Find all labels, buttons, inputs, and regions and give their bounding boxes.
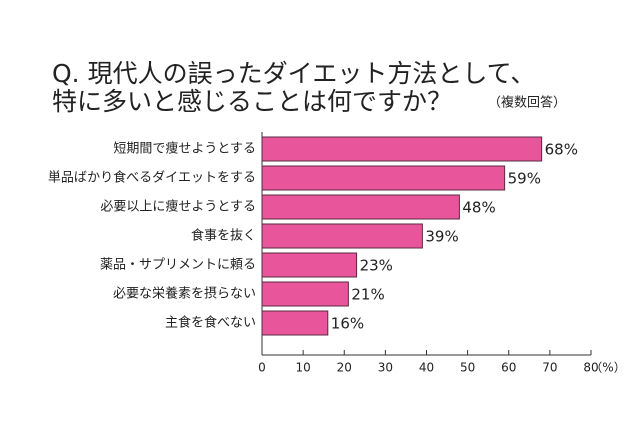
bar (261, 194, 460, 220)
chart-title: Q. 現代人の誤ったダイエット方法として、 (52, 59, 535, 88)
y-tick-label: 必要以上に痩せようとする (100, 199, 256, 215)
value-label: 68% (545, 141, 578, 159)
bar (261, 223, 423, 249)
value-label: 59% (508, 170, 541, 188)
y-tick-label: 必要な栄養素を摂らない (113, 286, 256, 302)
x-tick-label: 70 (542, 361, 557, 375)
value-label: 23% (360, 257, 393, 275)
chart-note: （複数回答） (488, 95, 566, 111)
x-axis-label: （%） (590, 361, 625, 375)
x-tick-label: 80 (583, 361, 598, 375)
chart-title: 特に多いと感じることは何ですか？ (52, 87, 452, 116)
y-tick-label: 短期間で痩せようとする (113, 141, 256, 157)
value-label: 21% (351, 286, 384, 304)
bar (261, 165, 506, 191)
y-tick-label: 食事を抜く (191, 228, 256, 244)
y-tick-label: 単品ばかり食べるダイエットをする (48, 170, 256, 186)
x-tick-label: 30 (378, 361, 393, 375)
y-tick-label: 薬品・サプリメントに頼る (100, 258, 256, 273)
y-tick-label: 主食を食べない (165, 315, 256, 331)
value-label: 48% (462, 199, 495, 217)
bar (261, 310, 329, 336)
value-label: 39% (425, 228, 458, 246)
x-tick-label: 10 (295, 361, 310, 375)
bar (261, 281, 349, 307)
bar (261, 252, 358, 278)
x-tick-label: 50 (460, 361, 475, 375)
x-tick-label: 40 (419, 361, 434, 375)
x-tick-label: 60 (501, 361, 516, 375)
bar (261, 136, 543, 162)
value-label: 16% (331, 315, 364, 333)
x-tick-label: 20 (337, 361, 352, 375)
x-tick-label: 0 (258, 361, 266, 375)
